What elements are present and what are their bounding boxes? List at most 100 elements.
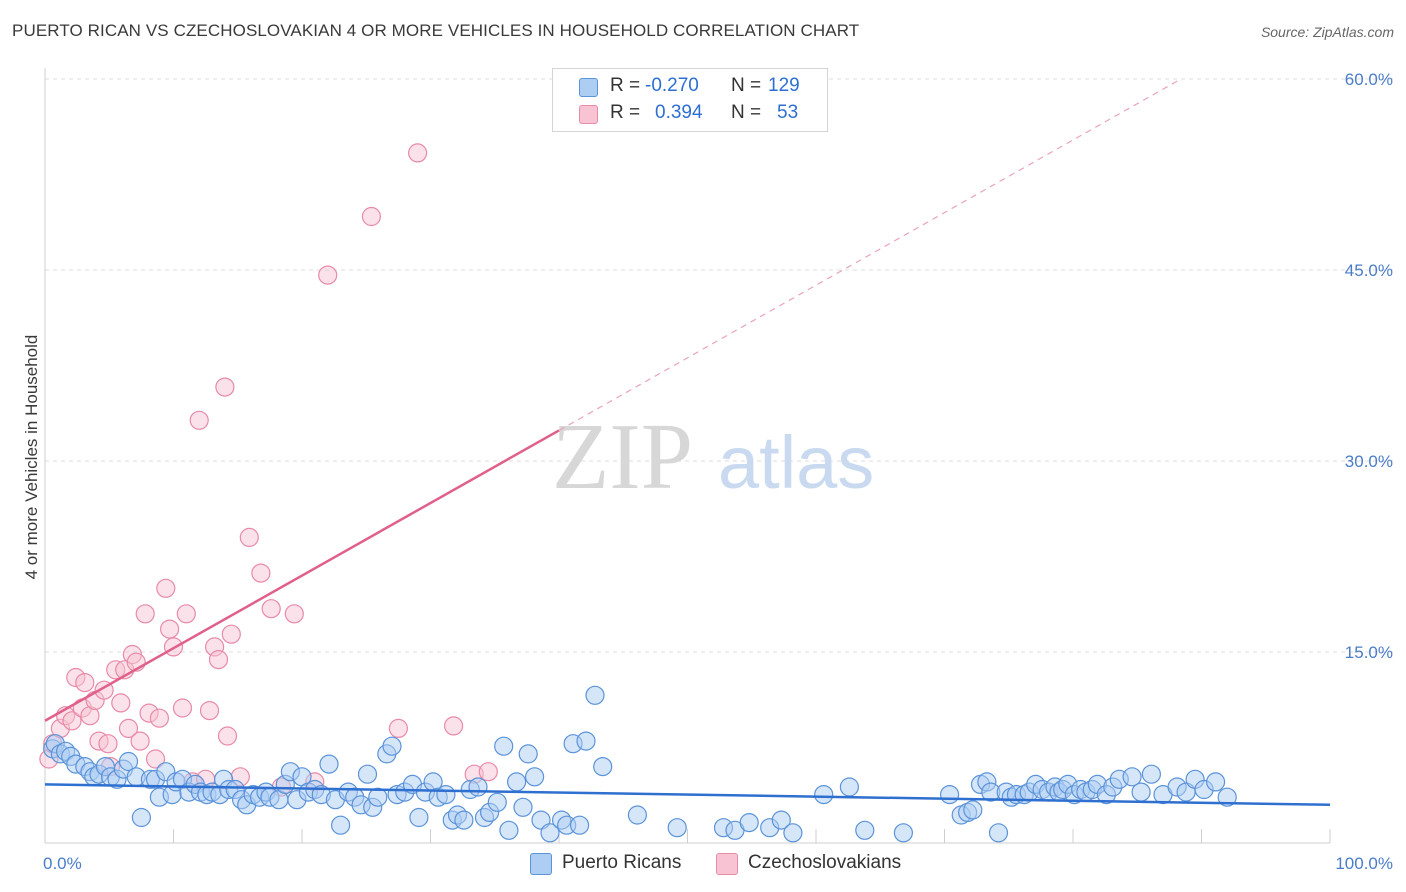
puerto-rican-point <box>569 815 590 835</box>
czechoslovakians-trend-line <box>44 429 560 722</box>
puerto-rican-point <box>783 823 803 843</box>
x-tick-label: 0.0% <box>43 854 82 873</box>
puerto-rican-point <box>436 784 456 805</box>
czechoslovakian-point <box>135 604 155 624</box>
puerto-rican-point <box>494 736 514 756</box>
puerto-rican-point <box>118 751 139 772</box>
watermark-atlas: atlas <box>718 421 874 504</box>
x-tick-label: 100.0% <box>1335 854 1393 873</box>
puerto-rican-point <box>131 807 151 828</box>
puerto-rican-point <box>1122 767 1142 787</box>
legend-n-label: N = <box>731 102 762 123</box>
puerto-rican-point <box>667 818 687 838</box>
y-axis-label: 4 or more Vehicles in Household <box>22 335 41 580</box>
puerto-rican-point <box>988 823 1009 843</box>
czechoslovakian-point <box>118 718 139 739</box>
y-tick-label: 30.0% <box>1345 452 1393 471</box>
legend-row-puerto-ricans: R = -0.270 N = 129 <box>553 74 827 100</box>
czechoslovakian-point <box>444 716 464 736</box>
czechoslovakian-point <box>284 604 304 624</box>
czechoslovakian-point <box>62 711 82 731</box>
axes <box>44 68 1331 844</box>
legend-r-label: R = <box>610 75 641 96</box>
y-tick-label: 45.0% <box>1345 261 1393 280</box>
czechoslovakian-point <box>478 762 498 782</box>
watermark: ZIP atlas <box>552 405 874 509</box>
czechoslovakian-point <box>251 563 271 583</box>
puerto-rican-point <box>771 810 791 830</box>
czechoslovakian-point <box>98 734 118 754</box>
legend-n-label: N = <box>731 75 762 96</box>
puerto-rican-point <box>468 777 488 797</box>
puerto-rican-point <box>319 754 339 774</box>
puerto-rican-point <box>454 810 474 830</box>
czechoslovakian-point <box>408 143 428 163</box>
puerto-rican-point <box>593 756 613 777</box>
puerto-rican-point <box>963 800 983 820</box>
y-tick-labels: 15.0% 30.0% 45.0% 60.0% <box>1345 70 1393 662</box>
puerto-rican-point <box>1131 782 1151 802</box>
puerto-rican-point <box>513 797 533 817</box>
czechoslovakian-point <box>261 599 281 619</box>
puerto-rican-point <box>382 736 402 756</box>
czechoslovakian-point <box>160 619 180 639</box>
legend-n-value: 53 <box>777 102 799 123</box>
y-tick-label: 60.0% <box>1345 70 1393 89</box>
puerto-rican-point <box>855 820 875 840</box>
puerto-rican-point <box>1217 787 1237 807</box>
legend-swatch-blue <box>530 853 552 875</box>
legend-swatch-blue <box>579 78 598 97</box>
czechoslovakian-point <box>156 578 176 598</box>
gridlines <box>45 78 1395 653</box>
czechoslovakian-point <box>361 206 381 227</box>
czechoslovakian-point <box>176 604 196 624</box>
watermark-zip: ZIP <box>552 405 693 509</box>
czechoslovakian-point <box>199 700 220 721</box>
source-credit: Source: ZipAtlas.com <box>1260 24 1394 40</box>
czechoslovakian-point <box>189 410 209 430</box>
czechoslovakians-points <box>39 143 498 797</box>
legend-r-label: R = <box>610 102 641 123</box>
czechoslovakian-point <box>217 726 238 746</box>
legend-label: Czechoslovakians <box>748 852 902 873</box>
czechoslovakian-point <box>111 693 131 713</box>
legend-row-czechoslovakians: R = 0.394 N = 53 <box>553 101 827 127</box>
puerto-rican-point <box>540 823 560 843</box>
puerto-rican-point <box>739 812 759 833</box>
legend-swatch-pink <box>716 853 738 875</box>
puerto-rican-point <box>368 787 388 807</box>
puerto-rican-point <box>506 772 527 792</box>
czechoslovakian-point <box>130 731 150 751</box>
puerto-rican-point <box>331 815 351 835</box>
legend-n-value: 129 <box>768 75 800 96</box>
czechoslovakians-trend-extension <box>558 78 1182 431</box>
puerto-rican-point <box>627 805 648 825</box>
czechoslovakian-point <box>172 698 193 718</box>
puerto-ricans-trend-line <box>44 783 1331 807</box>
czechoslovakian-point <box>318 265 338 285</box>
correlation-legend: R = -0.270 N = 129 R = 0.394 N = 53 <box>552 68 828 132</box>
czechoslovakian-point <box>239 527 259 548</box>
czechoslovakian-point <box>221 624 241 644</box>
puerto-rican-point <box>1141 764 1162 784</box>
czechoslovakian-point <box>388 718 408 739</box>
legend-label: Puerto Ricans <box>562 852 682 873</box>
legend-r-value: 0.394 <box>655 102 703 123</box>
czechoslovakian-point <box>145 749 166 769</box>
legend-r-value: -0.270 <box>645 75 699 96</box>
puerto-rican-point <box>814 784 834 805</box>
x-tick-labels: 0.0% 100.0% <box>43 854 1393 873</box>
czechoslovakian-point <box>149 708 169 728</box>
czechoslovakian-point <box>75 672 95 693</box>
y-tick-label: 15.0% <box>1345 643 1393 662</box>
puerto-rican-point <box>939 784 960 805</box>
puerto-rican-point <box>839 777 860 797</box>
puerto-rican-point <box>1205 772 1226 792</box>
legend-swatch-pink <box>579 105 598 124</box>
puerto-rican-point <box>893 823 914 843</box>
trend-lines <box>44 78 1331 807</box>
czechoslovakian-point <box>215 377 235 397</box>
puerto-ricans-points <box>43 685 1237 843</box>
puerto-rican-point <box>524 767 545 787</box>
